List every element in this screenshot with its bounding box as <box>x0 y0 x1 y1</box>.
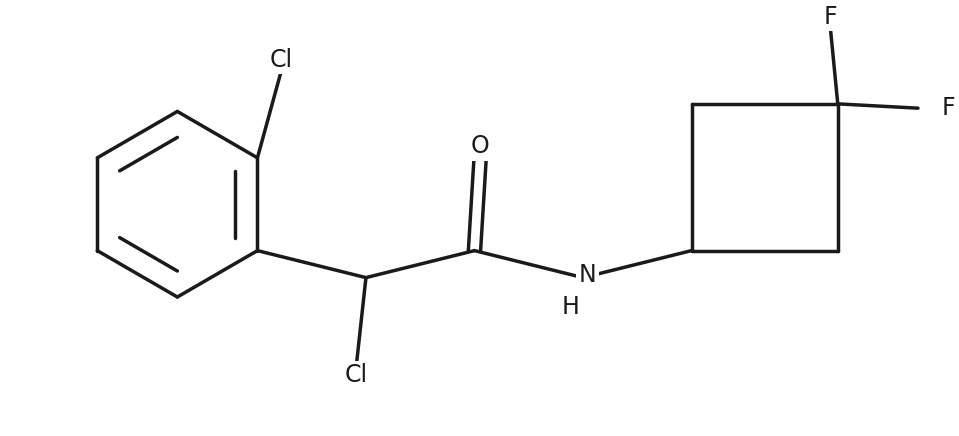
Text: F: F <box>824 5 837 29</box>
Text: H: H <box>562 295 579 319</box>
Text: O: O <box>471 134 489 158</box>
Text: Cl: Cl <box>269 48 292 72</box>
Text: F: F <box>942 96 955 120</box>
Text: Cl: Cl <box>345 363 368 388</box>
Text: N: N <box>579 263 596 287</box>
